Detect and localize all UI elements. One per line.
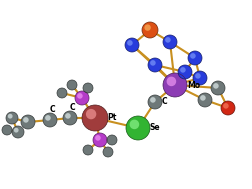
Circle shape	[178, 65, 192, 79]
Circle shape	[150, 97, 156, 103]
Circle shape	[211, 81, 225, 95]
Circle shape	[200, 95, 206, 101]
Circle shape	[144, 24, 151, 31]
Circle shape	[43, 113, 57, 127]
Circle shape	[86, 109, 96, 119]
Circle shape	[107, 135, 117, 145]
Circle shape	[63, 111, 77, 125]
Circle shape	[198, 93, 212, 107]
Circle shape	[223, 103, 229, 109]
Circle shape	[2, 125, 12, 135]
Circle shape	[165, 37, 171, 43]
Text: C: C	[162, 98, 168, 106]
Text: Se: Se	[150, 123, 161, 132]
Circle shape	[67, 80, 77, 90]
Circle shape	[150, 60, 156, 66]
Text: C: C	[50, 105, 56, 115]
Circle shape	[193, 71, 207, 85]
Circle shape	[148, 58, 162, 72]
Circle shape	[12, 126, 24, 138]
Circle shape	[83, 145, 93, 155]
Circle shape	[148, 95, 162, 109]
Circle shape	[57, 88, 67, 98]
Circle shape	[14, 128, 19, 133]
Circle shape	[213, 83, 219, 89]
Circle shape	[75, 91, 89, 105]
Circle shape	[142, 22, 158, 38]
Circle shape	[188, 51, 202, 65]
Circle shape	[180, 67, 186, 73]
Circle shape	[65, 113, 71, 119]
Circle shape	[130, 120, 139, 129]
Circle shape	[45, 115, 51, 121]
Circle shape	[221, 101, 235, 115]
Circle shape	[127, 40, 133, 46]
Text: C: C	[70, 104, 76, 112]
Circle shape	[190, 53, 196, 59]
Circle shape	[21, 115, 35, 129]
Circle shape	[83, 83, 93, 93]
Circle shape	[82, 105, 108, 131]
Circle shape	[163, 35, 177, 49]
Text: Mo: Mo	[187, 81, 200, 90]
Circle shape	[77, 93, 83, 99]
Circle shape	[163, 73, 187, 97]
Circle shape	[195, 73, 201, 79]
Circle shape	[103, 147, 113, 157]
Circle shape	[23, 117, 29, 123]
Circle shape	[8, 114, 13, 119]
Circle shape	[167, 77, 176, 86]
Circle shape	[126, 116, 150, 140]
Text: Pt: Pt	[107, 114, 116, 122]
Circle shape	[125, 38, 139, 52]
Circle shape	[95, 135, 101, 141]
Circle shape	[6, 112, 18, 124]
Circle shape	[93, 133, 107, 147]
